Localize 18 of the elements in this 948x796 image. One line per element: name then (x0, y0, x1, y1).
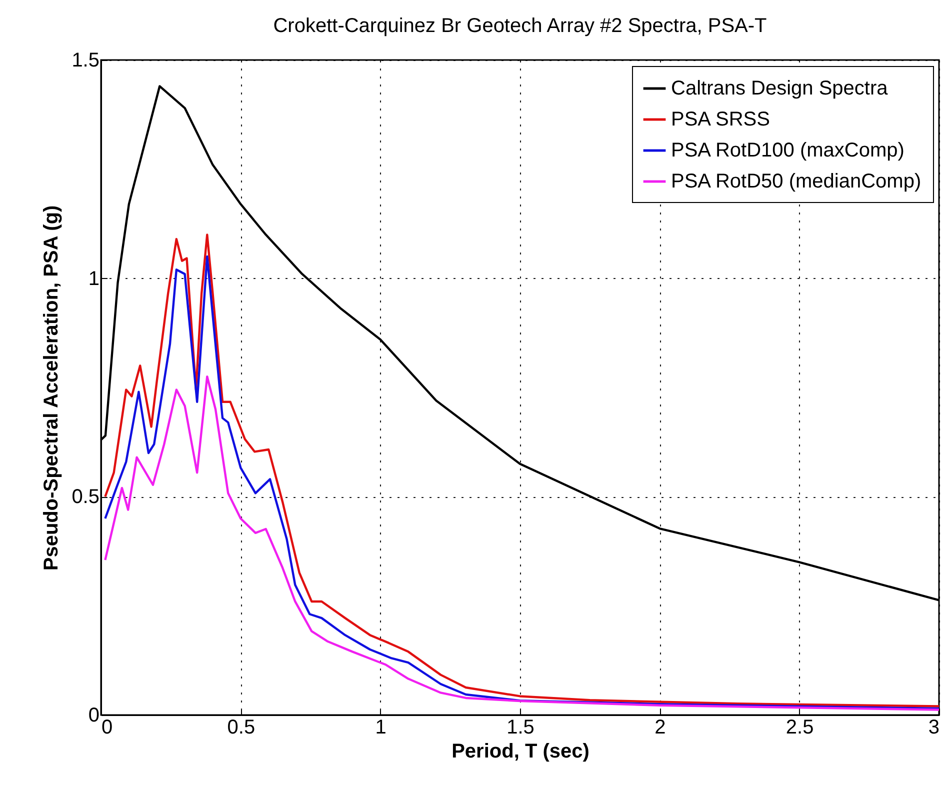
legend-label: PSA RotD100 (maxComp) (671, 140, 904, 162)
x-tick-label: 2.5 (786, 716, 814, 738)
legend-label: PSA RotD50 (medianComp) (671, 170, 922, 192)
line-series (104, 375, 940, 711)
y-tick-label: 0.5 (72, 486, 100, 508)
x-tick-label: 1.5 (506, 716, 534, 738)
x-axis-title: Period, T (sec) (452, 740, 590, 762)
x-tick-label: 0 (102, 716, 113, 738)
legend-label: Caltrans Design Spectra (671, 78, 889, 100)
x-tick-label: 0.5 (227, 716, 256, 738)
y-axis-title: Pseudo-Spectral Acceleration, PSA (g) (40, 205, 63, 571)
y-tick-label: 1 (88, 268, 100, 290)
x-tick-label: 1 (375, 716, 386, 738)
x-tick-label: 3 (928, 716, 940, 738)
x-tick-label: 2 (654, 716, 666, 738)
y-tick-label: 1.5 (72, 50, 100, 72)
legend-label: PSA SRSS (671, 108, 770, 130)
chart-title: Crokett-Carquinez Br Geotech Array #2 Spectra, PSA-T (273, 15, 767, 37)
